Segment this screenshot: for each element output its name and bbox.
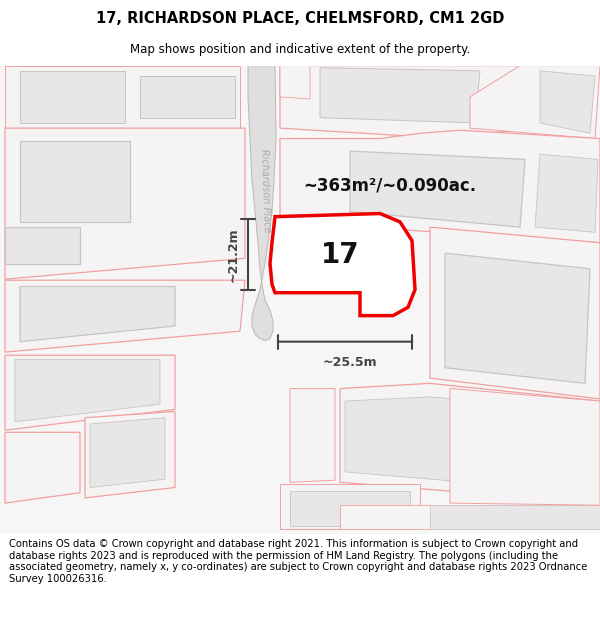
Polygon shape (15, 359, 160, 422)
Polygon shape (280, 484, 420, 529)
Polygon shape (20, 141, 130, 222)
Polygon shape (5, 280, 245, 352)
Polygon shape (450, 389, 600, 505)
Polygon shape (445, 253, 590, 383)
Polygon shape (320, 68, 480, 123)
Text: Contains OS data © Crown copyright and database right 2021. This information is : Contains OS data © Crown copyright and d… (9, 539, 587, 584)
Polygon shape (5, 66, 240, 128)
Text: ~25.5m: ~25.5m (323, 356, 377, 369)
Polygon shape (85, 411, 175, 498)
Text: Richardson Place: Richardson Place (259, 149, 271, 232)
Polygon shape (20, 286, 175, 342)
Polygon shape (350, 151, 525, 227)
Text: ~363m²/~0.090ac.: ~363m²/~0.090ac. (304, 176, 476, 194)
Polygon shape (90, 418, 165, 488)
Polygon shape (280, 66, 310, 99)
Polygon shape (290, 491, 410, 526)
Polygon shape (540, 71, 595, 133)
Polygon shape (340, 505, 600, 529)
Polygon shape (5, 432, 80, 503)
Polygon shape (5, 355, 175, 430)
Polygon shape (340, 383, 600, 503)
Text: Map shows position and indicative extent of the property.: Map shows position and indicative extent… (130, 44, 470, 56)
Polygon shape (20, 71, 125, 123)
Polygon shape (470, 66, 600, 139)
Polygon shape (535, 154, 598, 232)
Text: 17: 17 (320, 241, 359, 269)
Polygon shape (140, 76, 235, 118)
Polygon shape (280, 66, 530, 139)
Polygon shape (270, 214, 415, 316)
Polygon shape (430, 227, 600, 399)
Polygon shape (5, 227, 80, 264)
Text: ~21.2m: ~21.2m (227, 228, 240, 282)
Polygon shape (280, 130, 600, 242)
Text: 17, RICHARDSON PLACE, CHELMSFORD, CM1 2GD: 17, RICHARDSON PLACE, CHELMSFORD, CM1 2G… (96, 11, 504, 26)
Polygon shape (345, 397, 595, 492)
Polygon shape (430, 505, 600, 529)
Polygon shape (290, 389, 335, 482)
Polygon shape (5, 128, 245, 279)
Polygon shape (248, 66, 276, 341)
